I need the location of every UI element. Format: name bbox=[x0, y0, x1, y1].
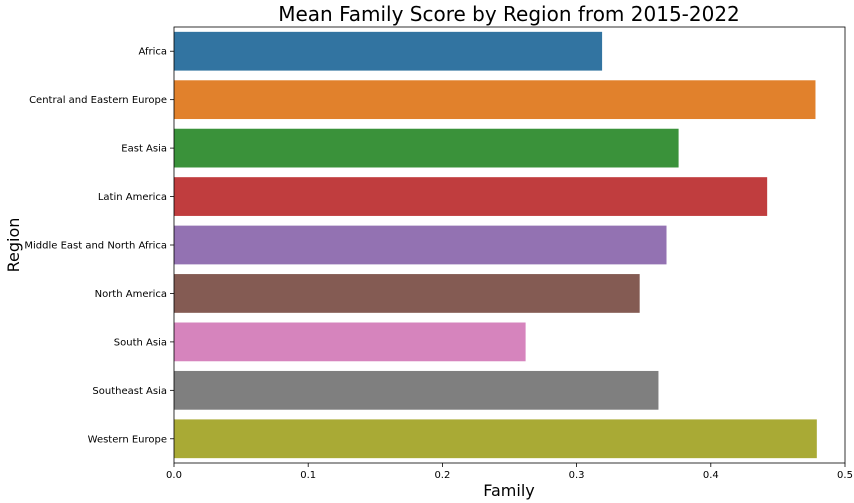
x-tick-label: 0.4 bbox=[703, 470, 719, 481]
bar-africa bbox=[174, 31, 603, 71]
chart-title: Mean Family Score by Region from 2015-20… bbox=[278, 2, 740, 26]
bar-east-asia bbox=[174, 128, 679, 168]
y-tick-label: Africa bbox=[138, 47, 167, 58]
y-axis-label: Region bbox=[4, 218, 23, 273]
bar-southeast-asia bbox=[174, 370, 659, 410]
y-tick-label: Southeast Asia bbox=[92, 386, 167, 397]
y-tick-label: North America bbox=[95, 289, 167, 300]
bar-central-and-eastern-europe bbox=[174, 80, 816, 120]
x-tick-label: 0.5 bbox=[837, 470, 853, 481]
bar-western-europe bbox=[174, 419, 817, 459]
x-tick-label: 0.3 bbox=[569, 470, 585, 481]
x-tick-label: 0.1 bbox=[300, 470, 316, 481]
bar-south-asia bbox=[174, 322, 526, 362]
bar-north-america bbox=[174, 274, 640, 313]
bar-middle-east-and-north-africa bbox=[174, 225, 667, 265]
y-tick-label: Middle East and North Africa bbox=[24, 241, 167, 252]
x-tick-label: 0.0 bbox=[166, 470, 182, 481]
x-axis-label: Family bbox=[483, 481, 534, 500]
y-tick-label: Western Europe bbox=[88, 434, 167, 445]
bar-latin-america bbox=[174, 177, 768, 216]
y-tick-label: East Asia bbox=[121, 144, 167, 155]
y-tick-label: South Asia bbox=[114, 337, 167, 348]
plot-frame bbox=[173, 26, 846, 464]
bars-layer bbox=[174, 31, 817, 459]
x-tick-label: 0.2 bbox=[434, 470, 450, 481]
x-axis-ticks: 0.0 0.1 0.2 0.3 0.4 0.5 bbox=[166, 463, 853, 481]
y-axis-ticks: Africa Central and Eastern Europe East Asi… bbox=[24, 47, 174, 445]
y-tick-label: Central and Eastern Europe bbox=[29, 95, 167, 106]
y-tick-label: Latin America bbox=[98, 192, 167, 203]
